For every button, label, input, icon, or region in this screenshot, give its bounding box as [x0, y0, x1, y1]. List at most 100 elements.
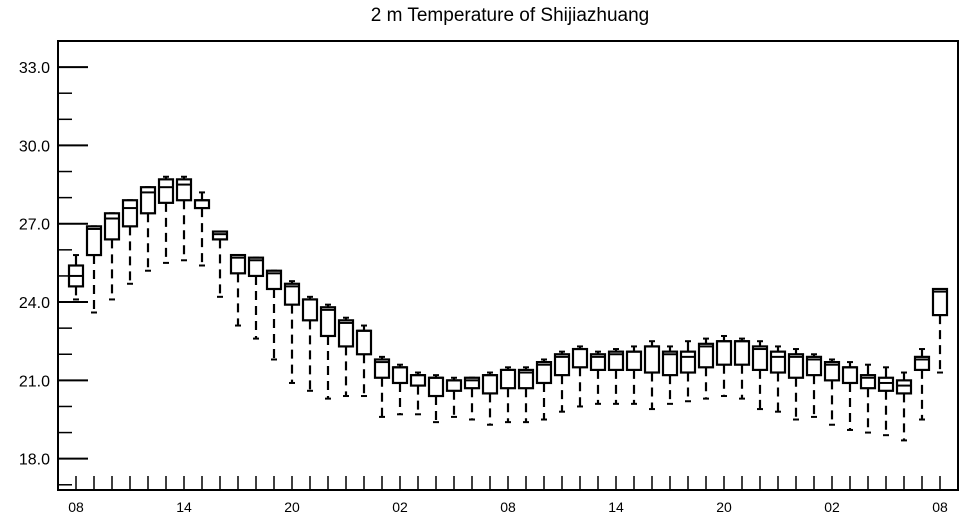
- box-28: [571, 345, 589, 408]
- box-6: [175, 175, 193, 262]
- box-46: [895, 371, 913, 442]
- box-20: [427, 374, 445, 424]
- box-4: [139, 186, 157, 272]
- box-body: [391, 366, 409, 385]
- box-2: [103, 212, 121, 301]
- box-41: [805, 353, 823, 418]
- box-series: [67, 175, 949, 442]
- box-38: [751, 340, 769, 411]
- box-body: [139, 186, 157, 215]
- box-body: [733, 340, 751, 366]
- box-body: [337, 319, 355, 348]
- box-19: [409, 371, 427, 416]
- box-18: [391, 363, 409, 416]
- box-body: [427, 376, 445, 398]
- box-21: [445, 376, 463, 418]
- box-body: [589, 353, 607, 372]
- box-36: [715, 334, 733, 398]
- box-body: [517, 368, 535, 390]
- box-body: [481, 374, 499, 395]
- box-body: [409, 374, 427, 387]
- box-48: [931, 287, 949, 374]
- box-body: [715, 340, 733, 366]
- x-tick-label: 08: [932, 499, 948, 515]
- y-tick-label: 33.0: [19, 60, 50, 77]
- box-17: [373, 355, 391, 418]
- x-tick-label: 08: [68, 499, 84, 515]
- box-body: [553, 353, 571, 377]
- box-body: [283, 282, 301, 306]
- chart-title: 2 m Temperature of Shijiazhuang: [371, 5, 649, 26]
- box-body: [895, 379, 913, 395]
- box-1: [85, 225, 103, 314]
- box-31: [625, 345, 643, 405]
- box-body: [697, 342, 715, 369]
- x-tick-label: 08: [500, 499, 516, 515]
- box-37: [733, 337, 751, 400]
- box-14: [319, 303, 337, 400]
- box-44: [859, 363, 877, 434]
- box-body: [625, 350, 643, 372]
- box-body: [751, 345, 769, 372]
- box-body: [607, 350, 625, 372]
- x-axis: 08 14 20 02 08 14 20 02 08: [68, 476, 948, 515]
- box-body: [805, 355, 823, 377]
- box-30: [607, 348, 625, 405]
- y-tick-label: 30.0: [19, 138, 50, 155]
- y-tick-label: 21.0: [19, 373, 50, 390]
- x-tick-label: 02: [392, 499, 408, 515]
- box-0: [67, 254, 85, 301]
- x-tick-label: 02: [824, 499, 840, 515]
- x-tick-label: 14: [608, 499, 624, 515]
- box-5: [157, 175, 175, 264]
- box-25: [517, 366, 535, 424]
- box-16: [355, 324, 373, 398]
- box-13: [301, 295, 319, 392]
- box-33: [661, 345, 679, 405]
- box-35: [697, 337, 715, 400]
- box-10: [247, 256, 265, 340]
- y-tick-label: 18.0: [19, 452, 50, 469]
- box-45: [877, 366, 895, 437]
- box-11: [265, 269, 283, 361]
- box-47: [913, 348, 931, 421]
- box-body: [643, 345, 661, 374]
- box-32: [643, 340, 661, 411]
- box-body: [841, 366, 859, 385]
- box-body: [787, 353, 805, 379]
- y-tick-label: 27.0: [19, 217, 50, 234]
- box-24: [499, 366, 517, 424]
- box-42: [823, 358, 841, 426]
- box-body: [193, 199, 211, 210]
- box-body: [175, 178, 193, 202]
- box-23: [481, 371, 499, 426]
- box-body: [319, 306, 337, 338]
- box-body: [373, 358, 391, 379]
- box-body: [247, 256, 265, 278]
- box-22: [463, 376, 481, 421]
- box-26: [535, 358, 553, 421]
- box-body: [229, 253, 247, 275]
- box-body: [85, 225, 103, 257]
- box-body: [265, 269, 283, 291]
- box-body: [571, 347, 589, 369]
- y-tick-label: 24.0: [19, 295, 50, 312]
- x-tick-label: 20: [284, 499, 300, 515]
- box-body: [355, 329, 373, 356]
- box-29: [589, 350, 607, 405]
- box-body: [535, 360, 553, 385]
- box-body: [661, 350, 679, 377]
- box-body: [499, 368, 517, 390]
- box-body: [211, 230, 229, 241]
- box-body: [823, 360, 841, 382]
- box-body: [877, 376, 895, 392]
- box-8: [211, 230, 229, 298]
- box-body: [157, 178, 175, 204]
- x-tick-label: 14: [176, 499, 192, 515]
- box-body: [121, 199, 139, 228]
- x-tick-label: 20: [716, 499, 732, 515]
- box-34: [679, 340, 697, 403]
- box-body: [103, 212, 121, 241]
